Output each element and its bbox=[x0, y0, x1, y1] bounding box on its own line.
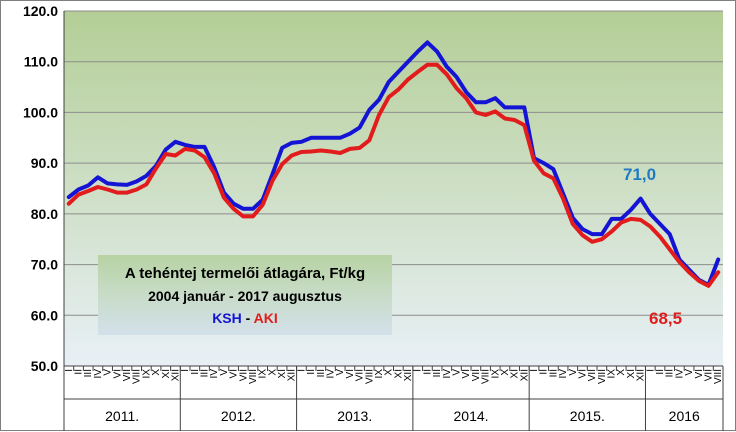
x-tick-label: V bbox=[568, 369, 579, 376]
x-tick-label: VII bbox=[471, 369, 482, 381]
x-tick-label: XI bbox=[393, 369, 404, 378]
x-tick-label: VI bbox=[694, 369, 705, 378]
chart-title: A tehéntej termelői átlagára, Ft/kg bbox=[124, 265, 366, 282]
x-tick-label: II bbox=[655, 369, 666, 375]
x-tick-label: III bbox=[432, 369, 443, 377]
x-tick-label: XII bbox=[519, 369, 530, 381]
x-tick-label: III bbox=[316, 369, 327, 377]
x-tick-label: IX bbox=[258, 369, 269, 379]
x-tick-label: II bbox=[190, 369, 201, 375]
x-tick-label: VI bbox=[112, 369, 123, 378]
x-tick-label: VIII bbox=[713, 369, 724, 384]
x-tick-label: X bbox=[500, 369, 511, 376]
x-axis: IIIIIIIVVVIVIIVIIIIXXXIXIIIIIIIIIVVVIVII… bbox=[63, 11, 724, 431]
x-tick-label: VIII bbox=[597, 369, 608, 384]
x-tick-label: XII bbox=[287, 369, 298, 381]
x-tick-label: X bbox=[151, 369, 162, 376]
x-tick-label: V bbox=[684, 369, 695, 376]
x-tick-label: III bbox=[83, 369, 94, 377]
x-tick-label: VII bbox=[122, 369, 133, 381]
x-tick-label: IV bbox=[442, 369, 453, 379]
x-tick-label: VIII bbox=[481, 369, 492, 384]
year-label: 2015. bbox=[570, 408, 605, 424]
x-tick-label: IV bbox=[93, 369, 104, 379]
x-tick-label: VI bbox=[461, 369, 472, 378]
x-tick-label: XI bbox=[510, 369, 521, 378]
x-tick-label: VI bbox=[229, 369, 240, 378]
y-tick-label: 110.0 bbox=[24, 54, 58, 70]
y-axis-ticks: 50.0 60.0 70.0 80.0 90.0 100.0 110.0 120.0 bbox=[23, 3, 58, 374]
x-tick-label: XII bbox=[636, 369, 647, 381]
x-tick-label: II bbox=[422, 369, 433, 375]
year-label: 2011. bbox=[105, 408, 139, 424]
x-tick-label: X bbox=[267, 369, 278, 376]
y-tick-label: 120.0 bbox=[23, 3, 58, 19]
x-tick-label: VI bbox=[577, 369, 588, 378]
chart-subtitle: 2004 január - 2017 augusztus bbox=[148, 288, 342, 304]
x-tick-label: IV bbox=[558, 369, 569, 379]
x-tick-label: II bbox=[306, 369, 317, 375]
x-tick-label: XI bbox=[626, 369, 637, 378]
y-tick-label: 50.0 bbox=[31, 358, 58, 374]
legend-separator: - bbox=[241, 310, 254, 326]
x-tick-label: III bbox=[200, 369, 211, 377]
year-label: 2013. bbox=[337, 408, 372, 424]
x-tick-label: III bbox=[665, 369, 676, 377]
y-tick-label: 80.0 bbox=[31, 206, 58, 222]
x-tick-label: I bbox=[296, 369, 307, 372]
x-tick-label: IX bbox=[374, 369, 385, 379]
x-tick-label: III bbox=[548, 369, 559, 377]
series-lines bbox=[66, 40, 721, 288]
end-label-aki: 68,5 bbox=[649, 309, 683, 328]
x-tick-label: II bbox=[539, 369, 550, 375]
x-tick-label: V bbox=[219, 369, 230, 376]
y-tick-label: 60.0 bbox=[31, 307, 58, 323]
x-tick-label: I bbox=[529, 369, 540, 372]
series-line-aki bbox=[66, 62, 721, 288]
year-label: 2012. bbox=[221, 408, 256, 424]
legend-aki: AKI bbox=[253, 310, 278, 326]
x-tick-label: I bbox=[645, 369, 656, 372]
x-tick-label: VII bbox=[355, 369, 366, 381]
x-tick-label: X bbox=[616, 369, 627, 376]
x-tick-label: XII bbox=[170, 369, 181, 381]
x-tick-label: V bbox=[451, 369, 462, 376]
x-tick-label: VIII bbox=[248, 369, 259, 384]
x-tick-label: XII bbox=[403, 369, 414, 381]
x-tick-label: XI bbox=[277, 369, 288, 378]
year-label: 2014. bbox=[454, 408, 489, 424]
x-tick-label: I bbox=[64, 369, 75, 372]
x-tick-label: VII bbox=[587, 369, 598, 381]
x-tick-label: IV bbox=[209, 369, 220, 379]
x-tick-label: IX bbox=[607, 369, 618, 379]
x-tick-label: V bbox=[335, 369, 346, 376]
x-tick-label: IX bbox=[141, 369, 152, 379]
x-tick-label: XI bbox=[161, 369, 172, 378]
y-tick-label: 90.0 bbox=[31, 155, 58, 171]
x-tick-label: VIII bbox=[132, 369, 143, 384]
x-tick-label: V bbox=[103, 369, 114, 376]
legend: KSH - AKI bbox=[98, 307, 392, 329]
chart-title-box: A tehéntej termelői átlagára, Ft/kg 2004… bbox=[98, 255, 392, 335]
x-tick-label: VIII bbox=[364, 369, 375, 384]
x-tick-label: I bbox=[413, 369, 424, 372]
x-tick-label: VI bbox=[345, 369, 356, 378]
x-tick-label: X bbox=[384, 369, 395, 376]
year-label: 2016 bbox=[669, 408, 700, 424]
x-tick-label: VII bbox=[703, 369, 714, 381]
x-tick-label: II bbox=[74, 369, 85, 375]
x-tick-label: IX bbox=[490, 369, 501, 379]
x-tick-label: IV bbox=[326, 369, 337, 379]
x-tick-label: VII bbox=[238, 369, 249, 381]
legend-ksh: KSH bbox=[212, 310, 242, 326]
series-line-ksh bbox=[66, 40, 721, 287]
x-tick-label: IV bbox=[674, 369, 685, 379]
end-label-ksh: 71,0 bbox=[623, 165, 657, 184]
y-tick-label: 100.0 bbox=[23, 104, 58, 120]
x-tick-label: I bbox=[180, 369, 191, 372]
y-tick-label: 70.0 bbox=[31, 257, 58, 273]
